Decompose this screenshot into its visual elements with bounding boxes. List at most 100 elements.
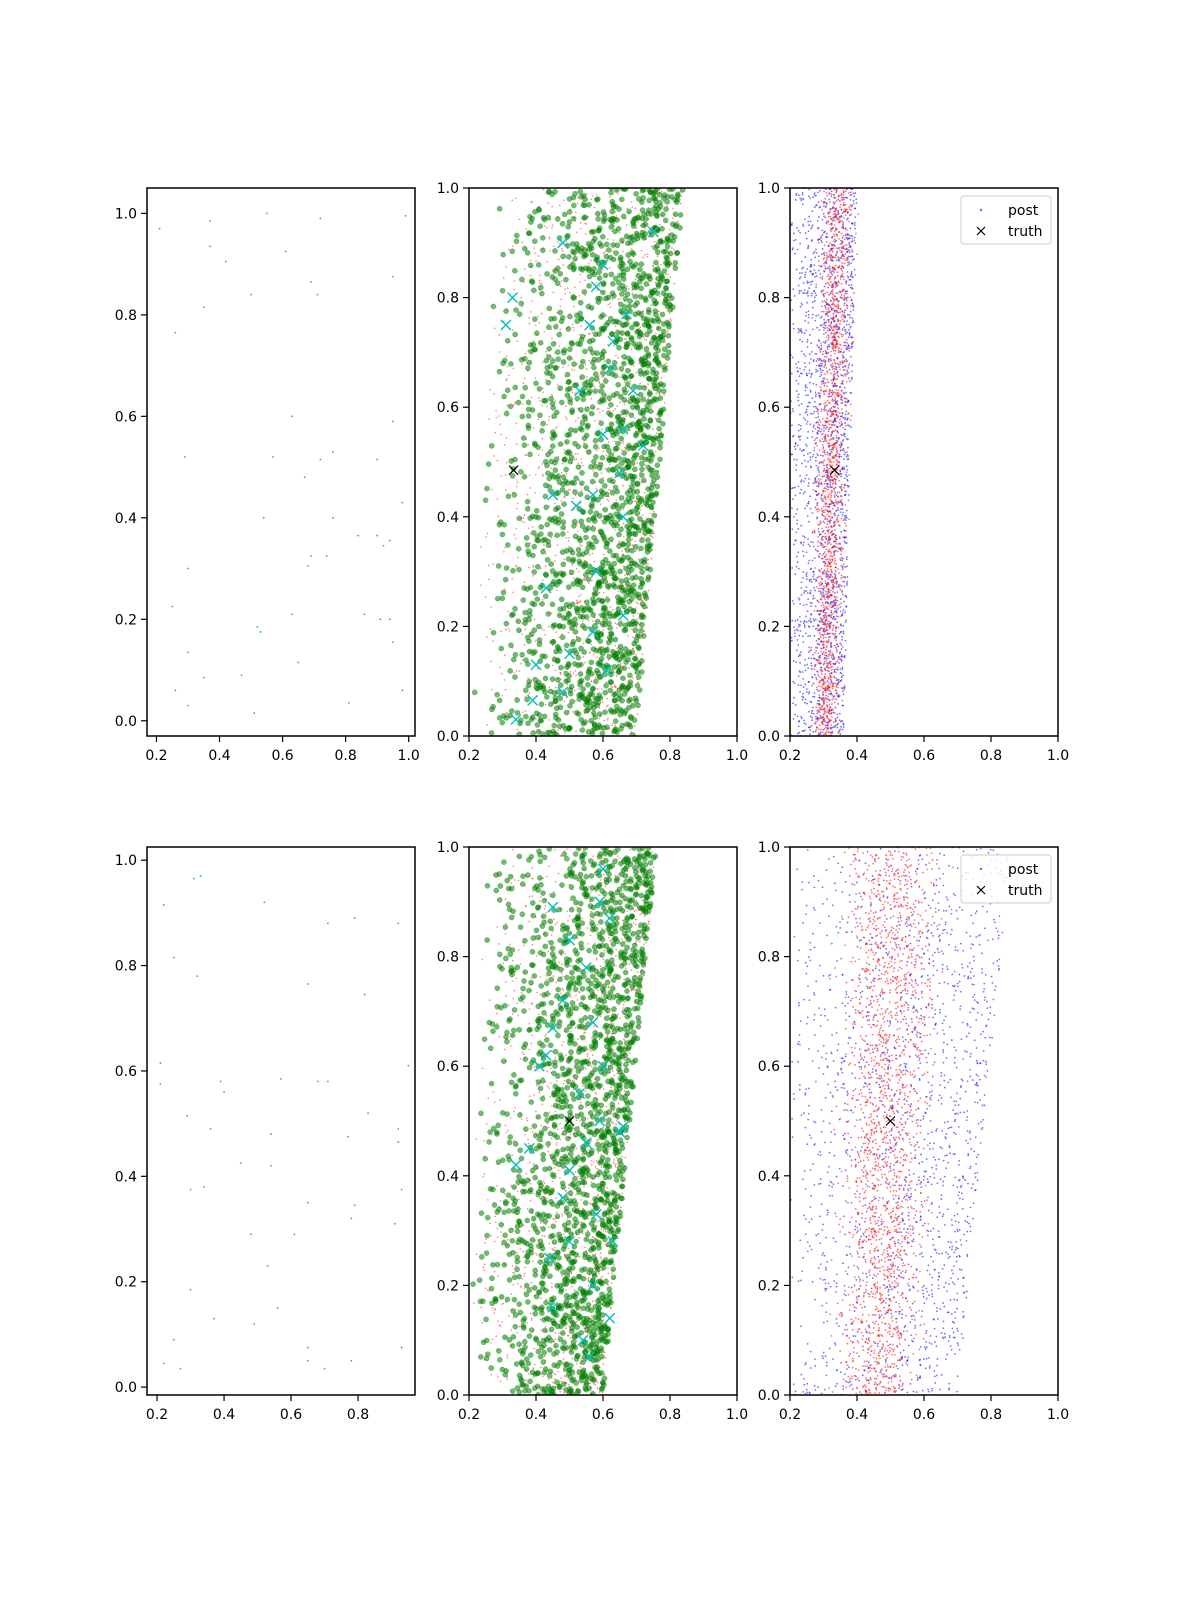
panel-row1-col2-red-point-669: [620, 619, 623, 621]
panel-row1-col2-red-point-1320: [644, 228, 647, 230]
panel-row1-col2-green-point-1400: [620, 409, 627, 415]
panel-row1-col2-green-point-1742: [550, 728, 557, 735]
panel-row1-col3-blue-point-95: [815, 383, 818, 386]
panel-row1-col2-green-point-503: [641, 385, 648, 391]
panel-row1-col2-red-point-238: [579, 273, 582, 276]
panel-row1-col3-blue-point-872: [842, 723, 845, 726]
panel-row1-col2-green-point-1020: [539, 537, 546, 544]
panel-row1-col3-blue-point-967: [814, 730, 817, 733]
panel-row1-col3-blue-point-586: [826, 543, 829, 545]
panel-row1-col2-green-point-1618: [644, 316, 650, 323]
panel-row1-col2-red-point-807: [672, 264, 674, 266]
panel-row1-col3-blue-point-1083: [834, 492, 837, 494]
panel-row1-col3-blue-point-616: [843, 311, 846, 314]
panel-row1-col2-green-point-127: [485, 461, 492, 467]
panel-row1-col3-blue-point-358: [805, 311, 808, 314]
panel-row1-col2-red-point-586: [525, 228, 528, 230]
panel-row1-col3-blue-point-694: [845, 514, 847, 517]
panel-row1-col3-blue-point-52: [842, 223, 844, 226]
panel-row1-col3-blue-point-398: [814, 673, 816, 676]
panel-row1-col2-green-point-425: [509, 473, 516, 479]
panel-row1-col2-red-point-935: [607, 407, 609, 409]
panel-row1-col2-green-point-1573: [600, 312, 606, 318]
panel-row1-col3-blue-point-584: [816, 643, 819, 645]
panel-row1-col2-green-point-280: [583, 614, 590, 620]
panel-row1-col2-green-point-1364: [571, 523, 577, 529]
panel-row1-col2-red-point-1360: [573, 369, 575, 372]
panel-row1-col2-red-point-624: [565, 405, 567, 407]
panel-row1-col3-blue-point-276: [807, 195, 810, 198]
panel-row1-col2-green-point-1159: [626, 355, 632, 362]
panel-row1-col2-red-point-171: [623, 381, 626, 383]
panel-row1-col2-red-point-131: [517, 556, 519, 559]
panel-row1-col3-blue-point-858: [811, 430, 814, 433]
panel-row1-col3-blue-point-67: [847, 276, 850, 279]
panel-row1-col2-red-point-721: [541, 361, 544, 364]
panel-row1-col2-green-point-1724: [536, 637, 543, 643]
panel-row1-col2-red-point-122: [557, 241, 559, 243]
panel-row1-col3-blue-point-832: [836, 503, 838, 505]
panel-row1-col2-green-point-1664: [618, 578, 625, 584]
panel-row1-col2-red-point-438: [616, 626, 618, 629]
panel-row1-col2-green-point-385: [612, 275, 619, 282]
panel-row1-col2-green-point-1557: [578, 407, 584, 413]
panel-row1-col2-green-point-266: [525, 365, 531, 371]
panel-row1-col2-red-point-1146: [643, 536, 646, 539]
panel-row1-col2-green-point-1746: [631, 621, 638, 627]
panel-row1-col3-blue-point-35: [842, 576, 845, 579]
panel-row1-col2-green-point-457: [599, 383, 605, 389]
panel-row1-col3-blue-point-1407: [794, 573, 797, 576]
panel-row1-col2-green-point-1377: [585, 422, 591, 429]
panel-row1-col2-green-point-1124: [640, 396, 646, 403]
panel-row1-col2-green-point-1596: [564, 392, 571, 399]
panel-row1-col2-green-point-605: [637, 266, 643, 273]
panel-row1-col2-green-point-1458: [655, 281, 662, 288]
panel-row1-col2-green-point-1589: [618, 597, 625, 604]
panel-row1-col2-green-point-561: [568, 480, 575, 486]
panel-row1-col3-blue-point-905: [799, 305, 802, 308]
panel-row1-col3-blue-point-801: [830, 646, 833, 648]
panel-row1-col3-blue-point-463: [849, 198, 852, 201]
panel-row1-col3-blue-point-1450: [812, 594, 815, 597]
panel-row1-col3-blue-point-1095: [846, 314, 849, 316]
panel-row1-col2-green-point-1236: [646, 188, 652, 193]
panel-row1-col3-blue-point-101: [821, 353, 824, 355]
panel-row1-col2-green-point-1468: [663, 206, 669, 212]
panel-row1-col3-blue-point-582: [840, 530, 843, 533]
panel-row1-col2-red-point-218: [607, 499, 610, 502]
panel-row1-col2-cyan-x-21-stroke-b: [604, 363, 616, 375]
panel-row1-col2-green-point-1546: [576, 535, 583, 542]
panel-row1-col2-green-point-1529: [549, 373, 556, 380]
panel-row1-col2-green-point-1621: [557, 270, 564, 277]
panel-row1-col3-blue-point-118: [817, 530, 820, 533]
panel-row1-col2-red-point-1338: [497, 515, 500, 518]
panel-row1-col2-green-point-1554: [636, 660, 643, 667]
panel-row1-col2-red-point-1388: [643, 630, 646, 632]
panel-row1-col1-point-43: [202, 676, 205, 679]
panel-row1-col3-blue-point-1001: [843, 685, 846, 687]
panel-row1-col2-red-point-1160: [554, 560, 556, 562]
panel-row1-col2-red-point-456: [499, 423, 501, 425]
panel-row1-col2-green-point-1672: [590, 525, 596, 532]
panel-row1-col2-green-point-1703: [630, 489, 637, 495]
panel-row1-col3-blue-point-1361: [843, 688, 845, 691]
panel-row1-col2-green-point-1755: [482, 497, 489, 504]
panel-row1-col2-green-point-1207: [613, 511, 619, 518]
panel-row1-col2-green-point-1534: [601, 604, 607, 611]
panel-row1-col3-blue-point-64: [822, 212, 825, 215]
panel-row1-col2-red-point-115: [615, 215, 618, 217]
panel-row1-col3-blue-point-1180: [808, 691, 811, 693]
panel-row1-col2-green-point-1055: [651, 477, 657, 484]
panel-row1-col3-blue-point-1137: [819, 324, 822, 327]
panel-row1-col2-green-point-1006: [627, 422, 634, 429]
panel-row1-col1-xtick-label-2: 0.6: [271, 748, 293, 764]
panel-row1-col2-green-point-1566: [578, 518, 585, 524]
panel-row1-col2-red-point-1140: [634, 540, 636, 543]
panel-row1-col2-green-point-416: [587, 563, 593, 570]
panel-row1-col2-green-point-581: [633, 430, 640, 437]
panel-row1-col2-red-point-601: [500, 672, 503, 675]
panel-row1-col2-cyan-x-22: [620, 308, 632, 320]
panel-row1-col2-red-point-1068: [600, 216, 603, 219]
panel-row1-col2-green-point-1647: [630, 480, 637, 486]
panel-row1-col2-red-point-797: [632, 636, 634, 638]
